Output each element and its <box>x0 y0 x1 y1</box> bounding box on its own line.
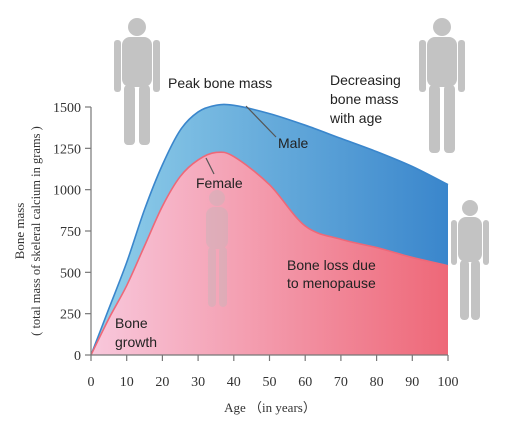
y-tick-label: 250 <box>60 308 81 323</box>
line <box>90 103 449 356</box>
leader-line <box>245 105 277 138</box>
y-tick-label: 750 <box>60 225 81 240</box>
x-tick-label: 50 <box>263 375 277 390</box>
annotation: Bone <box>115 315 148 331</box>
x-axis-label: Age （in years） <box>224 400 316 415</box>
silhouette <box>419 18 465 153</box>
silhouette <box>114 18 160 145</box>
annotation: to menopause <box>287 275 376 291</box>
annotation: Peak bone mass <box>168 75 272 91</box>
x-tick-label: 60 <box>298 375 312 390</box>
annotation: Bone loss due <box>287 257 376 273</box>
y-tick-label: 1000 <box>53 184 81 199</box>
legend-label: Female <box>196 175 243 191</box>
annotation: growth <box>115 334 157 350</box>
annotation: with age <box>329 110 382 126</box>
y-tick-label: 1500 <box>53 101 81 116</box>
x-tick-label: 30 <box>191 375 205 390</box>
x-tick-label: 70 <box>334 375 348 390</box>
annotation: bone mass <box>330 91 398 107</box>
y-tick-label: 500 <box>60 266 81 281</box>
plot-area: 0 250 500 750 1000 1250 1500 0 10 20 30 40 50 60 70 80 9… <box>53 101 459 390</box>
leader-line <box>205 157 215 175</box>
x-tick-label: 80 <box>370 375 384 390</box>
x-tick-label: 90 <box>405 375 419 390</box>
annotation: Decreasing <box>330 72 401 88</box>
x-tick-label: 40 <box>227 375 241 390</box>
y-tick-label: 0 <box>74 349 81 364</box>
x-tick-label: 10 <box>120 375 134 390</box>
x-tick-label: 0 <box>88 375 95 390</box>
x-tick-label: 20 <box>155 375 169 390</box>
silhouette <box>206 190 228 307</box>
area <box>91 152 448 355</box>
y-axis-label: ( total mass of skeleral calcium in gram… <box>29 126 43 336</box>
y-tick-label: 1250 <box>53 142 81 157</box>
silhouette <box>451 200 489 320</box>
x-tick-label: 100 <box>438 375 459 390</box>
legend-label: Male <box>278 135 309 151</box>
line <box>90 151 449 356</box>
y-axis-label: Bone mass <box>12 203 27 260</box>
